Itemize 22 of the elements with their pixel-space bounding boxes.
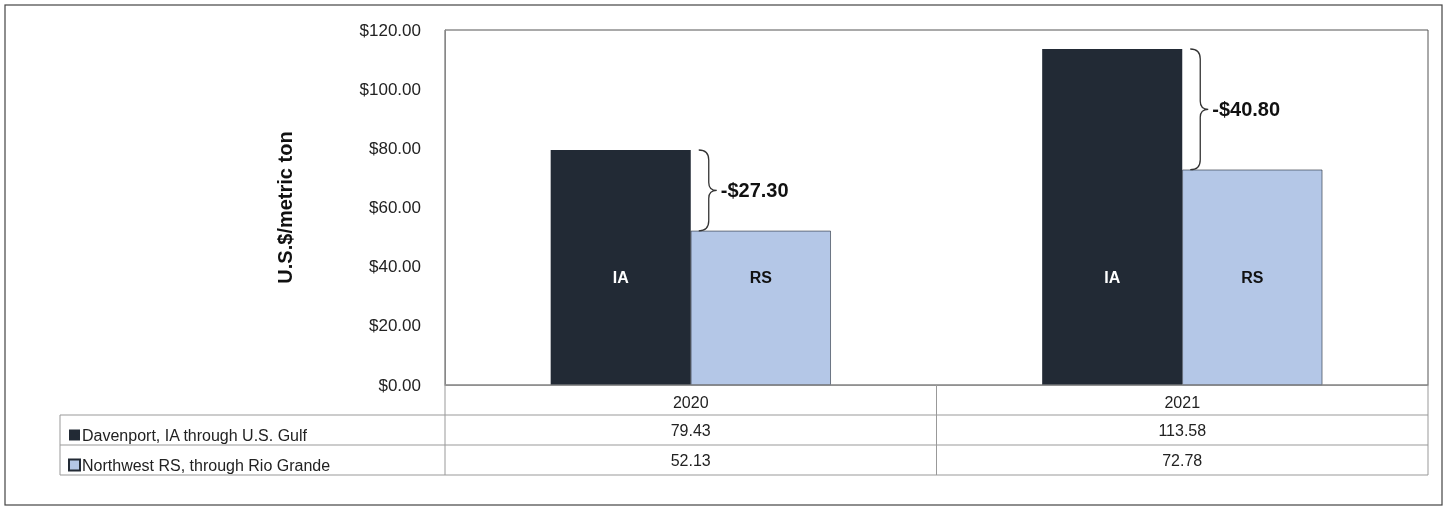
data-label: 113.58 [1158,421,1207,439]
data-label: 52.13 [670,451,711,469]
y-tick-label: $40.00 [369,257,421,277]
y-tick-label: $80.00 [369,138,421,158]
annotation: RS [1241,268,1264,286]
y-tick-label: $120.00 [359,20,421,40]
data-label: 79.43 [670,421,711,439]
y-tick-label: $60.00 [369,198,421,217]
y-tick-label: $0.00 [378,375,421,395]
x-tick-label: 2021 [1164,393,1201,411]
annotation: IA [612,268,630,286]
data-label: 72.78 [1162,451,1203,469]
y-tick-label: $100.00 [359,79,421,99]
annotation: -$27.30 [720,179,789,202]
y-tick-label: $20.00 [369,316,421,336]
annotation: IA [1104,268,1121,286]
annotation: -$40.80 [1212,98,1281,121]
y-axis-title: U.S.$/metric ton [274,131,296,284]
legend-label: Northwest RS, through Rio Grande [82,456,331,474]
x-tick-label: 2020 [672,393,709,411]
legend-label: Davenport, IA through U.S. Gulf [82,426,308,444]
annotation: RS [749,268,773,286]
